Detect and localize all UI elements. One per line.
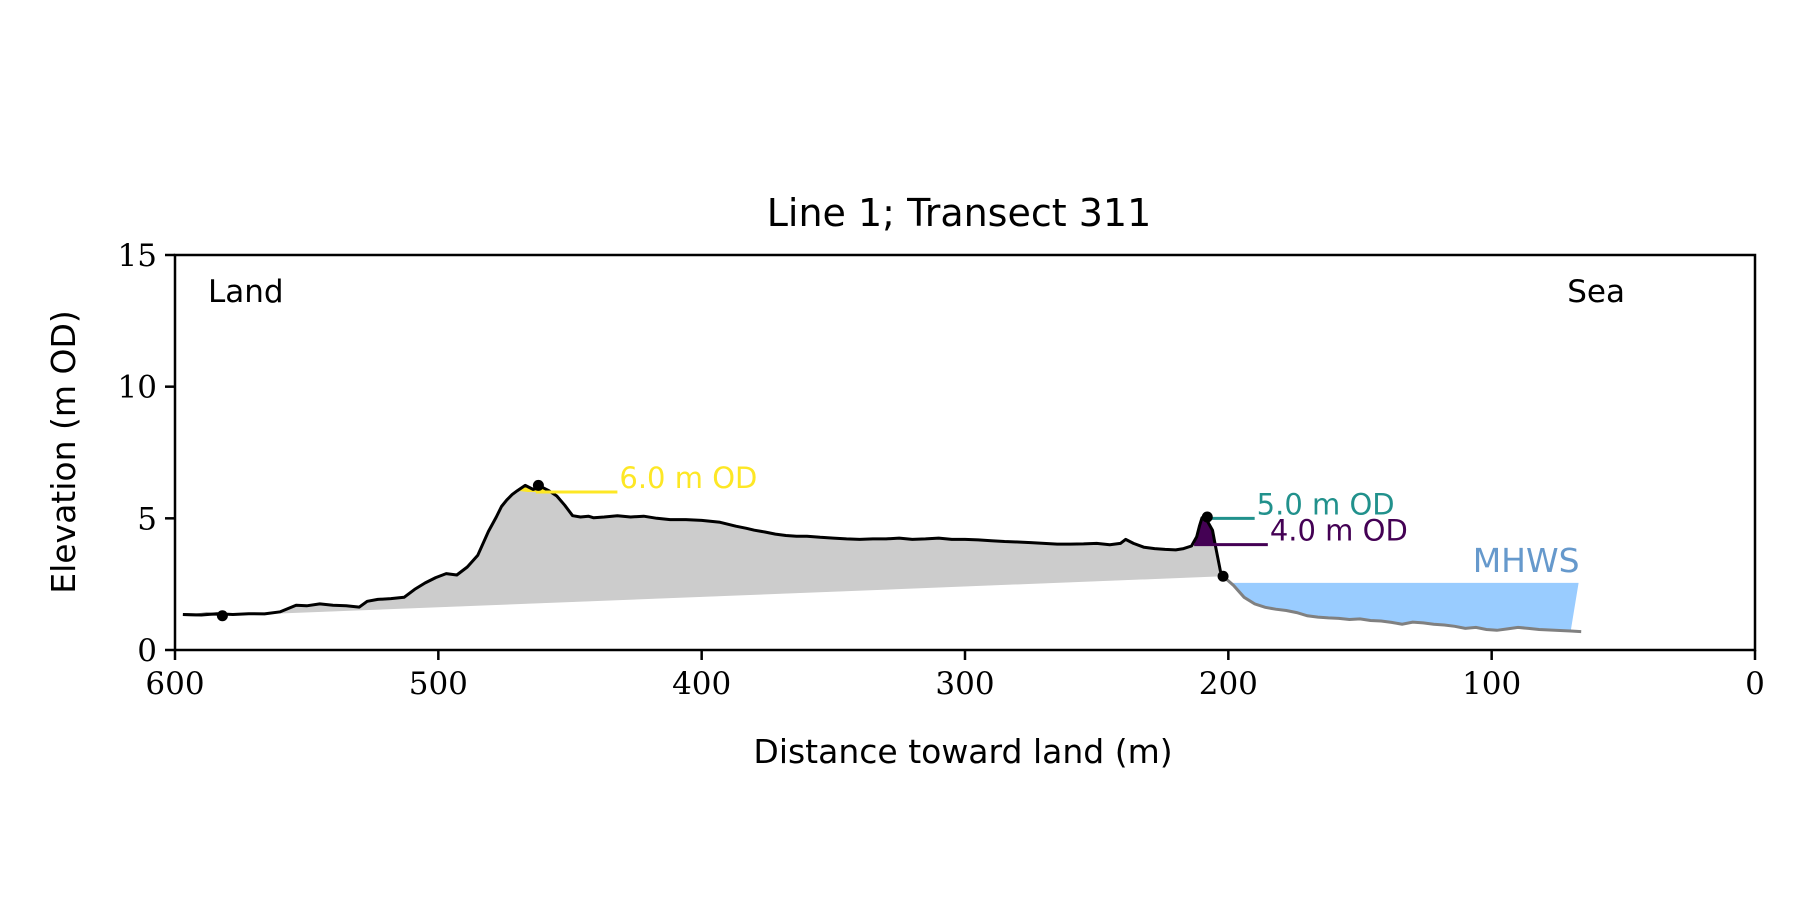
profile-marker-0: [216, 610, 228, 622]
mhws-label: MHWS: [1473, 541, 1580, 580]
y-axis-label: Elevation (m OD): [44, 310, 83, 594]
y-tick-label-1: 5: [137, 501, 157, 537]
profile-marker-3: [1217, 570, 1229, 582]
contour-label-c4: 4.0 m OD: [1270, 514, 1408, 548]
x-tick-label-6: 0: [1745, 666, 1765, 702]
x-tick-label-4: 200: [1199, 666, 1258, 702]
x-axis-label: Distance toward land (m): [753, 732, 1172, 771]
sea-label: Sea: [1567, 274, 1625, 310]
profile-marker-2: [1201, 511, 1213, 523]
mhws-sea-fill: [1228, 582, 1579, 631]
profile-outer-seaward: [1222, 575, 1582, 634]
x-tick-label-5: 100: [1462, 666, 1521, 702]
land-label: Land: [208, 274, 284, 310]
x-tick-label-3: 300: [935, 666, 994, 702]
profile-fill: [182, 485, 1224, 616]
y-tick-label-3: 15: [118, 238, 157, 274]
contour-label-c6: 6.0 m OD: [619, 461, 757, 495]
crest-fill-4m: [1194, 517, 1216, 545]
x-tick-label-0: 600: [145, 666, 204, 702]
axis-ticks: 600 500 400 300 200 100 0 0 5 10 15: [118, 238, 1765, 702]
x-tick-label-1: 500: [409, 666, 468, 702]
plot-area: 6.0 m OD 5.0 m OD4.0 m OD MHWS: [182, 461, 1582, 634]
profile-marker-1: [532, 479, 544, 491]
y-tick-label-2: 10: [118, 370, 157, 406]
contour-label-c5: 5.0 m OD: [1257, 487, 1395, 521]
y-tick-label-0: 0: [137, 633, 157, 669]
chart-title: Line 1; Transect 311: [767, 191, 1152, 235]
x-tick-label-2: 400: [672, 666, 731, 702]
profile-line: [182, 483, 1225, 617]
